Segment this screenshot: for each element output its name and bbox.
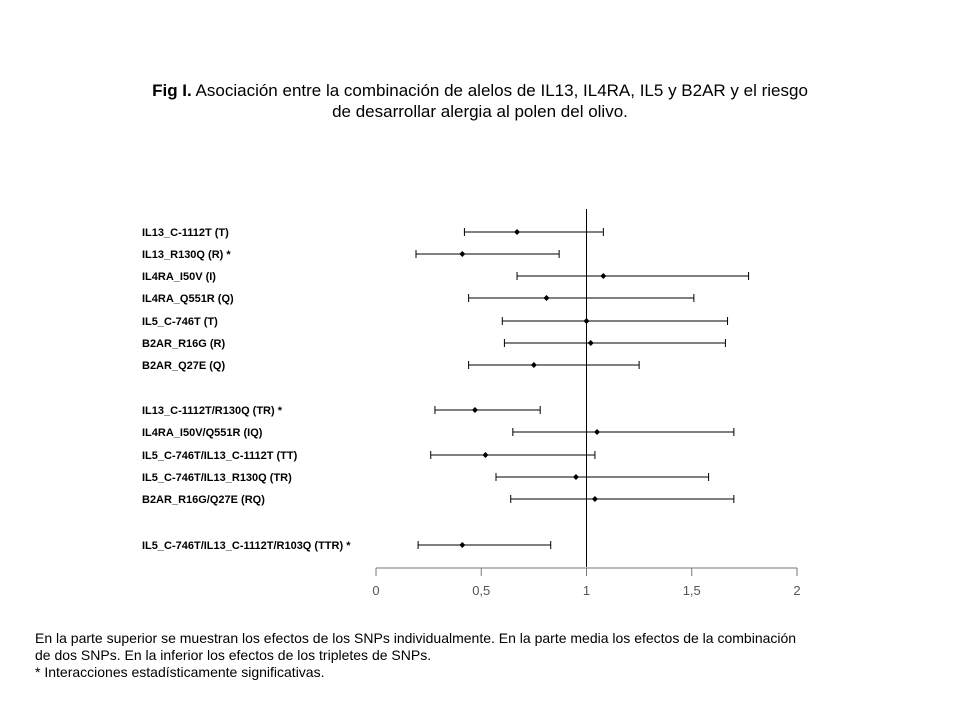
row-label: IL5_C-746T (T) [142,316,218,328]
x-tick-label: 1,5 [683,583,701,598]
point-estimate [587,340,594,346]
forest-row: IL4RA_Q551R (Q) [142,293,695,305]
forest-row: B2AR_Q27E (Q) [142,360,640,372]
forest-row: B2AR_R16G (R) [142,338,726,350]
x-tick-label: 0 [372,583,379,598]
row-label: IL5_C-746T/IL13_C-1112T/R103Q (TTR) * [142,540,351,552]
figure-title-line1: Fig I. Asociación entre la combinación d… [0,80,960,101]
caption-line1: En la parte superior se muestran los efe… [35,630,797,646]
forest-plot: IL13_C-1112T (T) IL13_R130Q (R) * IL4RA_I5… [142,209,801,598]
figure-title-prefix: Fig I. [152,81,192,100]
point-estimate [594,429,601,435]
point-estimate [583,318,590,324]
forest-row: IL13_C-1112T/R130Q (TR) * [142,405,541,417]
forest-row: IL4RA_I50V (I) [142,271,750,283]
row-label: IL4RA_Q551R (Q) [142,293,234,305]
point-estimate [530,362,537,368]
figure-title-text: Asociación entre la combinación de alelo… [191,81,808,100]
row-label: B2AR_R16G/Q27E (RQ) [142,494,265,506]
forest-row: IL13_R130Q (R) * [142,249,560,261]
point-estimate [482,452,489,458]
x-axis: 0 0,5 1 1,5 2 [372,567,801,598]
forest-rows: IL13_C-1112T (T) IL13_R130Q (R) * IL4RA_I5… [142,209,750,567]
x-tick-label: 0,5 [472,583,490,598]
x-tick-label: 2 [793,583,800,598]
row-label: IL13_C-1112T/R130Q (TR) * [142,405,283,417]
figure-title: Fig I. Asociación entre la combinación d… [0,80,960,122]
point-estimate [471,407,478,413]
forest-row: IL5_C-746T/IL13_C-1112T (TT) [142,450,596,462]
forest-row: IL5_C-746T (T) [142,316,729,328]
row-label: IL4RA_I50V (I) [142,271,216,283]
point-estimate [459,251,466,257]
point-estimate [600,273,607,279]
point-estimate [591,496,598,502]
row-label: IL4RA_I50V/Q551R (IQ) [142,427,263,439]
row-label: IL5_C-746T/IL13_C-1112T (TT) [142,450,298,462]
figure-title-line2: de desarrollar alergia al polen del oliv… [332,102,628,121]
row-label: IL5_C-746T/IL13_R130Q (TR) [142,472,292,484]
forest-row: B2AR_R16G/Q27E (RQ) [142,494,735,506]
forest-row: IL13_C-1112T (T) [142,227,604,239]
forest-row: IL5_C-746T/IL13_C-1112T/R103Q (TTR) * [142,540,552,552]
row-label: IL13_C-1112T (T) [142,227,229,239]
forest-row: IL4RA_I50V/Q551R (IQ) [142,427,735,439]
row-label: B2AR_R16G (R) [142,338,225,350]
point-estimate [543,295,550,301]
point-estimate [514,229,521,235]
point-estimate [572,474,579,480]
figure-caption: En la parte superior se muestran los efe… [35,630,935,681]
point-estimate [459,542,466,548]
x-tick-label: 1 [583,583,590,598]
forest-row: IL5_C-746T/IL13_R130Q (TR) [142,472,710,484]
row-label: IL13_R130Q (R) * [142,249,231,261]
row-label: B2AR_Q27E (Q) [142,360,225,372]
caption-line3: * Interacciones estadísticamente signifi… [35,664,325,680]
caption-line2: de dos SNPs. En la inferior los efectos … [35,647,432,663]
